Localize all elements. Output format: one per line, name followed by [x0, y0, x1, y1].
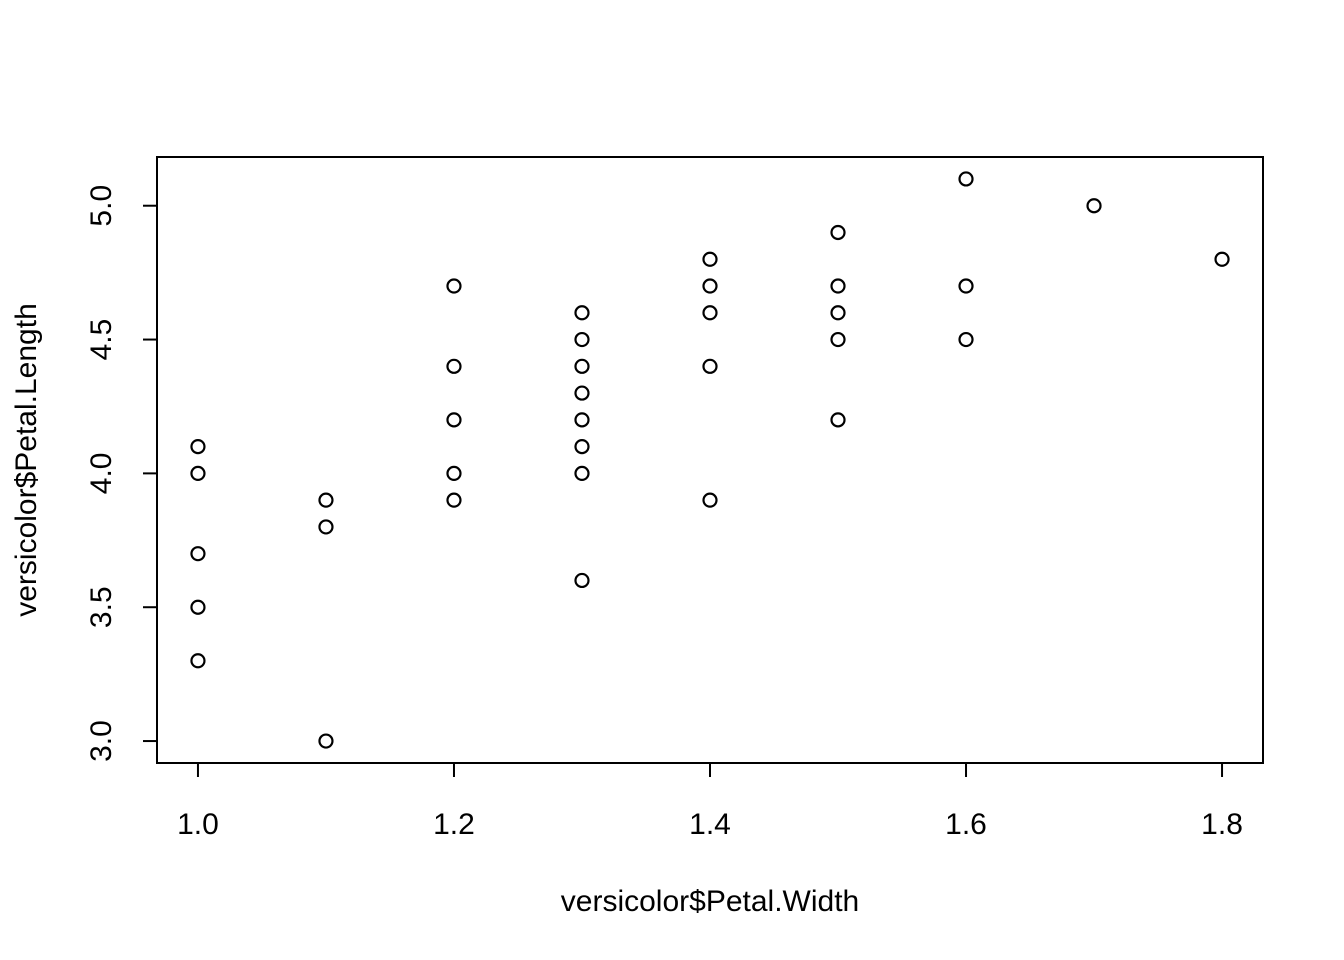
x-tick-label: 1.8: [1201, 808, 1243, 841]
x-tick-label: 1.4: [689, 808, 731, 841]
y-tick-label: 3.5: [85, 586, 118, 628]
x-tick-label: 1.2: [433, 808, 475, 841]
x-axis-title: versicolor$Petal.Width: [561, 885, 859, 918]
y-tick-label: 4.0: [85, 453, 118, 495]
y-tick-label: 4.5: [85, 319, 118, 361]
y-tick-label: 3.0: [85, 720, 118, 762]
y-axis-title: versicolor$Petal.Length: [10, 303, 43, 617]
x-tick-label: 1.6: [945, 808, 987, 841]
y-tick-label: 5.0: [85, 185, 118, 227]
x-tick-label: 1.0: [177, 808, 219, 841]
